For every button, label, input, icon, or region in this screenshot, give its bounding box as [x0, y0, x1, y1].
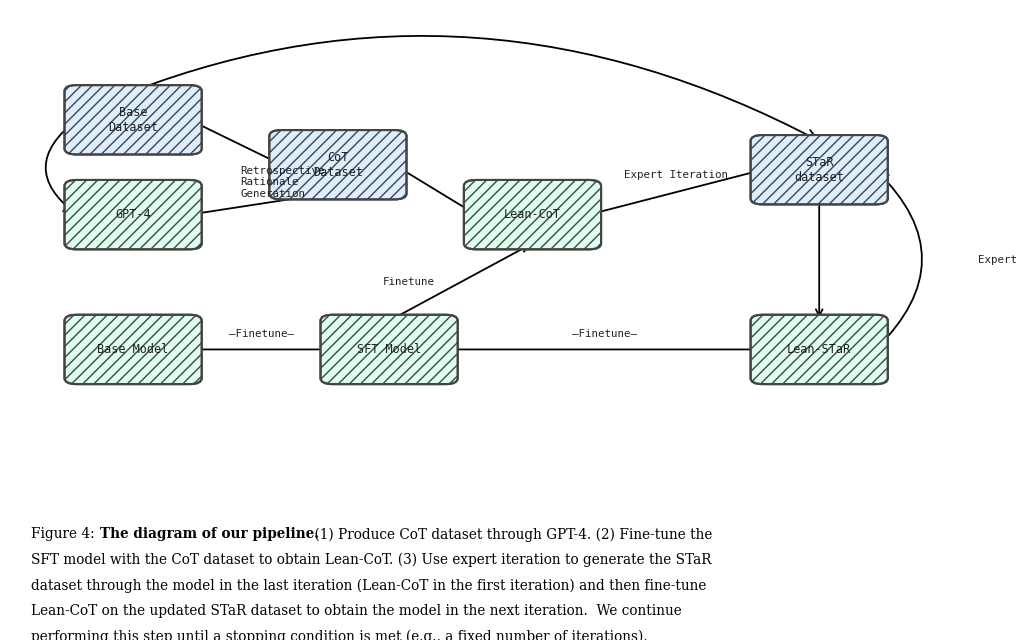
FancyArrowPatch shape	[876, 171, 922, 349]
FancyArrowPatch shape	[46, 120, 77, 213]
Text: Figure 4:: Figure 4:	[31, 527, 98, 541]
FancyBboxPatch shape	[464, 180, 601, 250]
Text: Lean-CoT on the updated STaR dataset to obtain the model in the next iteration. : Lean-CoT on the updated STaR dataset to …	[31, 604, 681, 618]
Text: Finetune: Finetune	[383, 277, 435, 287]
Text: STaR
dataset: STaR dataset	[795, 156, 844, 184]
FancyBboxPatch shape	[65, 85, 202, 154]
Text: —Finetune—: —Finetune—	[228, 330, 294, 339]
Text: SFT model with the CoT dataset to obtain Lean-CoT. (3) Use expert iteration to g: SFT model with the CoT dataset to obtain…	[31, 553, 712, 567]
Text: The diagram of our pipeline.: The diagram of our pipeline.	[100, 527, 319, 541]
Text: —Finetune—: —Finetune—	[571, 330, 637, 339]
FancyBboxPatch shape	[65, 315, 202, 384]
FancyBboxPatch shape	[65, 180, 202, 250]
Text: Lean-STaR: Lean-STaR	[787, 343, 851, 356]
Text: Base Model: Base Model	[97, 343, 169, 356]
FancyBboxPatch shape	[751, 315, 888, 384]
FancyBboxPatch shape	[269, 130, 407, 200]
Text: Lean-CoT: Lean-CoT	[504, 208, 561, 221]
Text: dataset through the model in the last iteration (Lean-CoT in the first iteration: dataset through the model in the last it…	[31, 579, 707, 593]
Text: Expert Iteration: Expert Iteration	[624, 170, 728, 180]
Text: Expert Iteration: Expert Iteration	[978, 255, 1024, 264]
Text: Retrospective
Rationale
Generation: Retrospective Rationale Generation	[241, 166, 326, 199]
FancyBboxPatch shape	[751, 135, 888, 204]
Text: Base
Dataset: Base Dataset	[109, 106, 158, 134]
FancyBboxPatch shape	[321, 315, 458, 384]
Text: (1) Produce CoT dataset through GPT-4. (2) Fine-tune the: (1) Produce CoT dataset through GPT-4. (…	[310, 527, 713, 541]
Text: CoT
Dataset: CoT Dataset	[313, 151, 362, 179]
FancyArrowPatch shape	[133, 36, 817, 140]
Text: GPT-4: GPT-4	[116, 208, 151, 221]
Text: SFT Model: SFT Model	[357, 343, 421, 356]
Text: performing this step until a stopping condition is met (e.g., a fixed number of : performing this step until a stopping co…	[31, 630, 647, 640]
